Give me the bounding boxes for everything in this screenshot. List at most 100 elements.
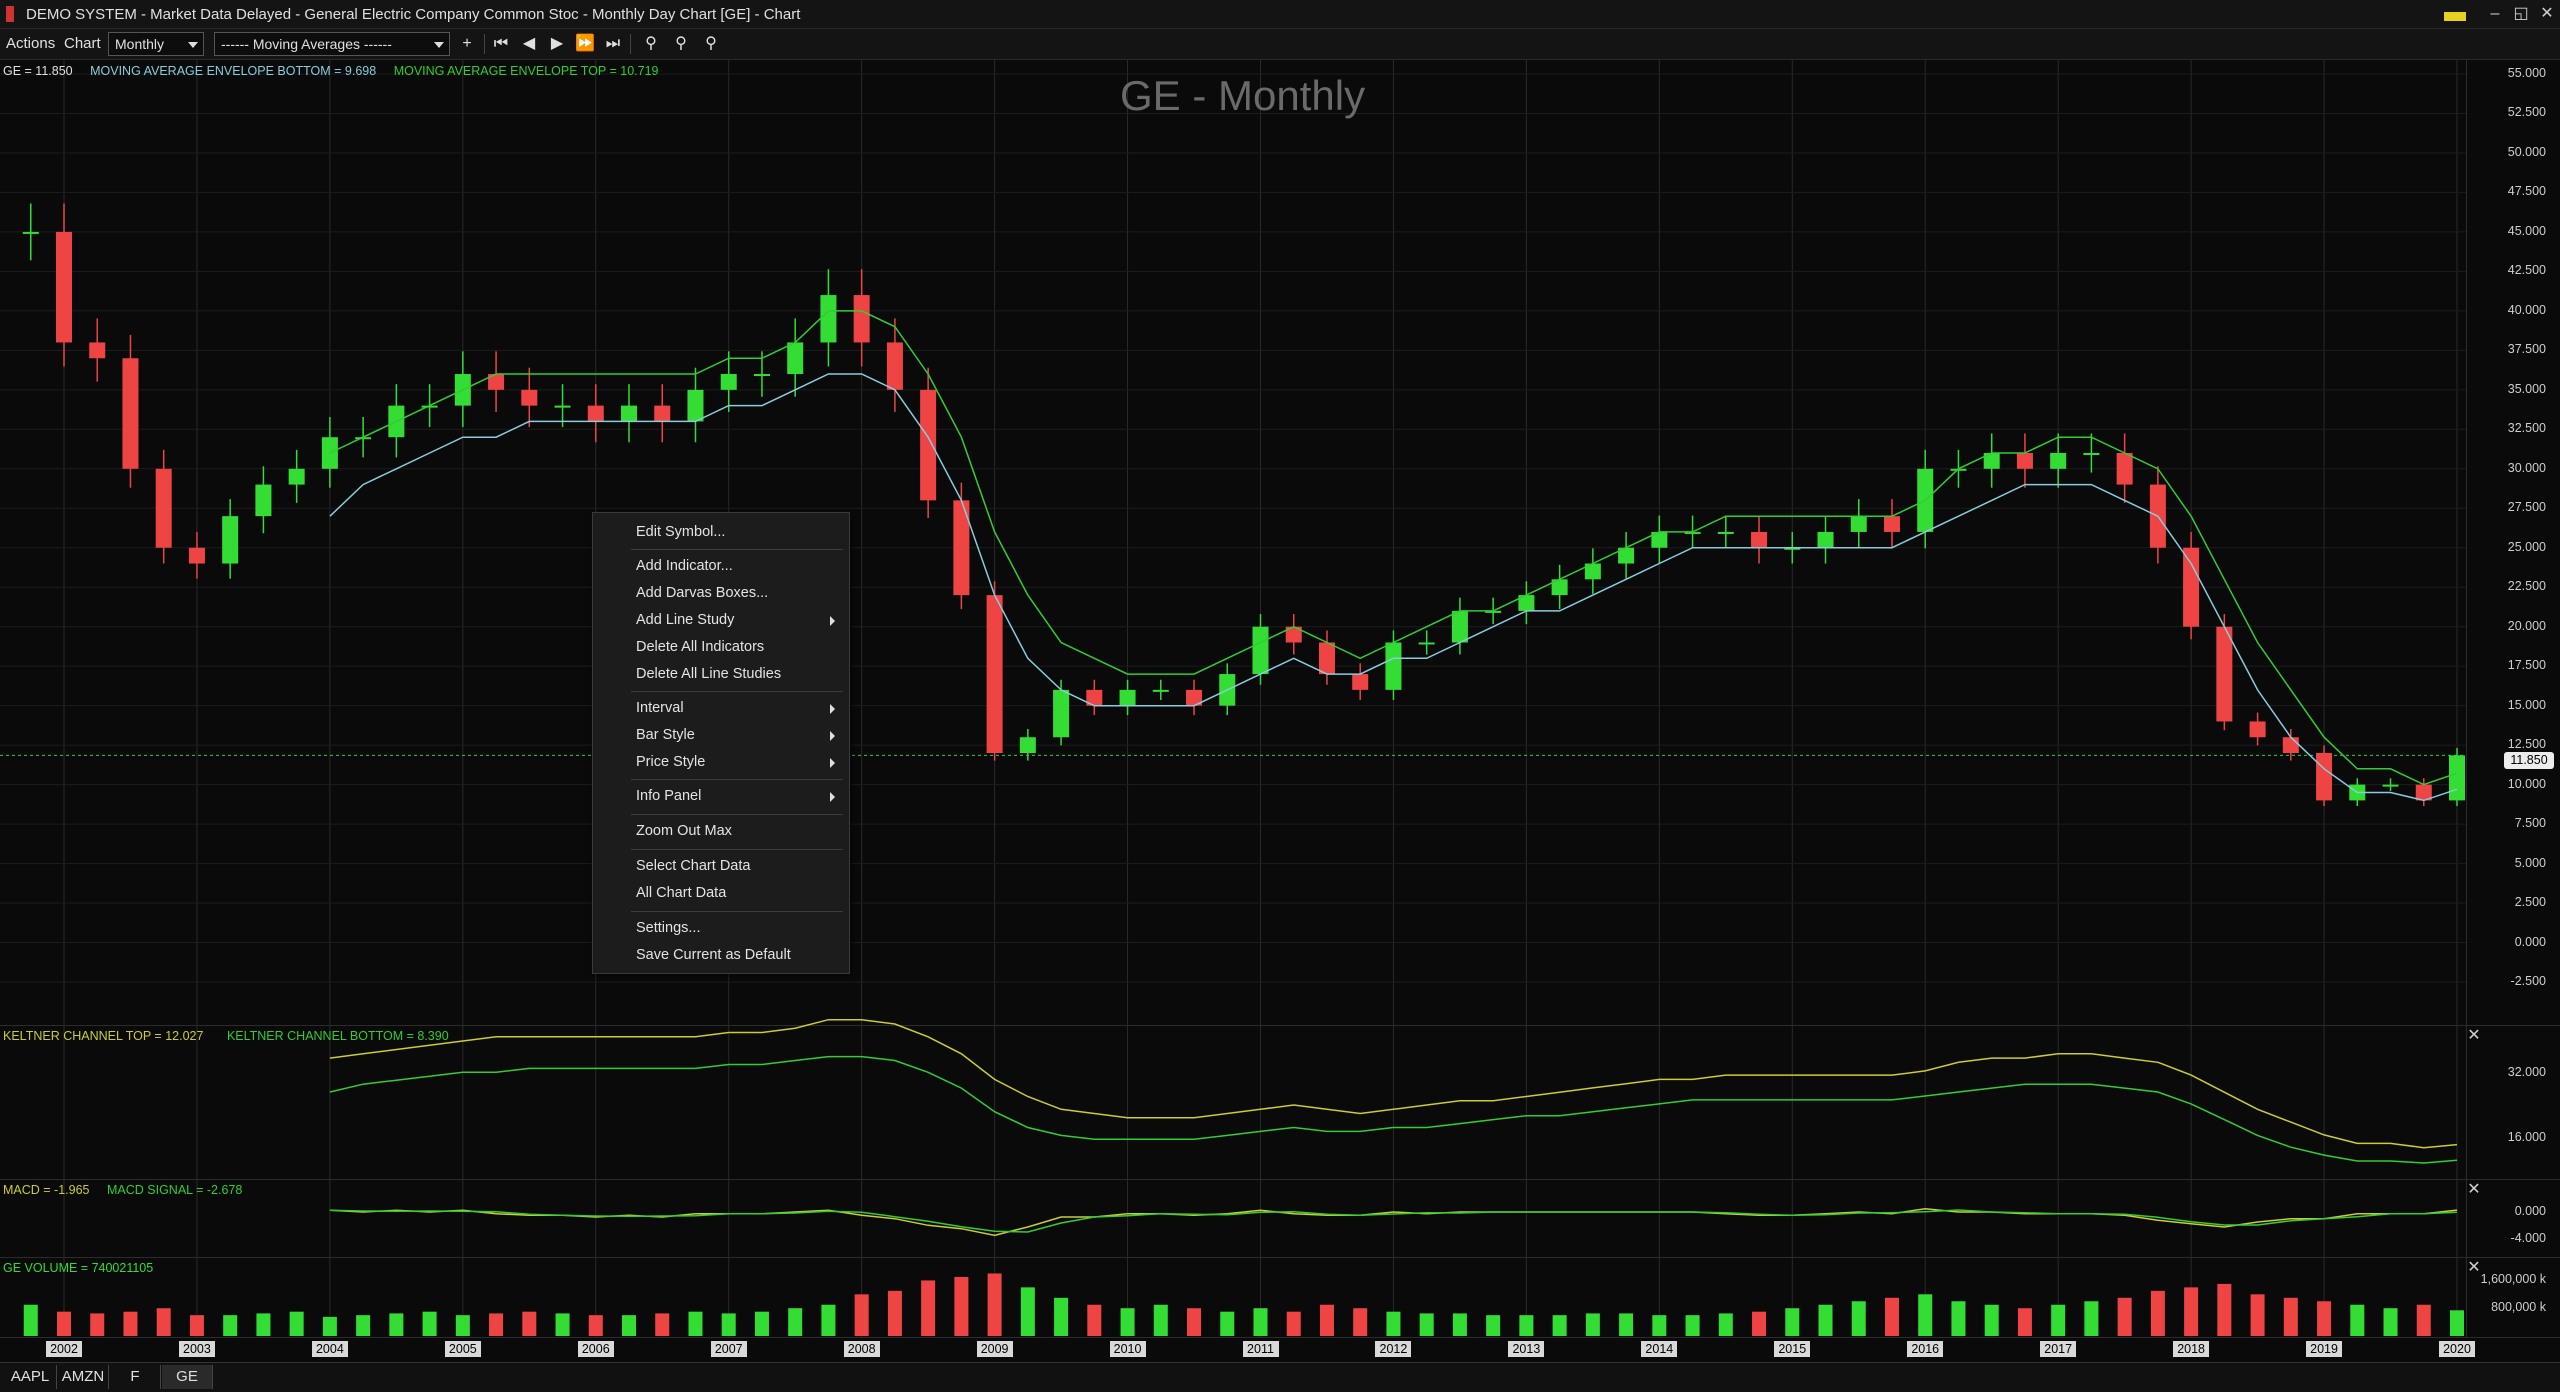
tab-aapl[interactable]: AAPL bbox=[4, 1365, 57, 1389]
volume-bar bbox=[1286, 1311, 1301, 1336]
menu-item-label: Price Style bbox=[636, 754, 706, 770]
volume-bar bbox=[1187, 1308, 1202, 1336]
menu-select-chart-data[interactable]: Select Chart Data bbox=[593, 853, 849, 880]
volume-bar bbox=[2184, 1287, 2199, 1336]
candle-body bbox=[288, 468, 305, 485]
candle-body bbox=[2116, 452, 2133, 485]
keltner-bottom-line bbox=[329, 1055, 2458, 1164]
axis-tick-label: 27.500 bbox=[2507, 500, 2546, 515]
envelope-bottom-line bbox=[329, 373, 2458, 802]
volume-bar bbox=[1552, 1315, 1567, 1336]
candle-body bbox=[1318, 642, 1335, 675]
menu-chart[interactable]: Chart bbox=[64, 35, 101, 52]
volume-bar bbox=[821, 1304, 836, 1336]
volume-bar bbox=[489, 1313, 504, 1336]
menu-actions[interactable]: Actions bbox=[6, 35, 56, 52]
legend-envelope-bottom: MOVING AVERAGE ENVELOPE BOTTOM = 9.698 bbox=[90, 64, 377, 78]
toolbar-separator bbox=[630, 34, 631, 54]
legend-symbol: GE = 11.850 bbox=[3, 64, 73, 78]
volume-bar bbox=[622, 1315, 637, 1336]
context-menu: Edit Symbol... Add Indicator... Add Darv… bbox=[592, 512, 850, 974]
axis-tick-label: -2.500 bbox=[2510, 974, 2546, 988]
candle-body bbox=[753, 374, 770, 377]
volume-bar bbox=[754, 1311, 769, 1336]
candle-body bbox=[587, 405, 604, 422]
close-volume-panel-icon[interactable]: ✕ bbox=[2467, 1259, 2481, 1276]
menu-item-label: Edit Symbol... bbox=[636, 524, 726, 540]
tab-ge[interactable]: GE bbox=[162, 1365, 213, 1389]
minimize-button[interactable]: – bbox=[2490, 5, 2500, 22]
menu-price-style[interactable]: Price Style bbox=[593, 749, 849, 776]
year-tick-label: 2018 bbox=[2173, 1341, 2210, 1357]
toolbar-separator bbox=[484, 34, 485, 54]
candle-body bbox=[2249, 721, 2266, 738]
close-macd-panel-icon[interactable]: ✕ bbox=[2467, 1181, 2481, 1198]
axis-tick-label: 15.000 bbox=[2507, 697, 2546, 712]
menu-add-indicator[interactable]: Add Indicator... bbox=[593, 553, 849, 580]
interval-select[interactable]: Monthly bbox=[108, 32, 204, 56]
zoom-icon[interactable]: ⚲ bbox=[645, 35, 657, 52]
year-tick-label: 2007 bbox=[710, 1341, 747, 1357]
menu-add-darvas-boxes[interactable]: Add Darvas Boxes... bbox=[593, 580, 849, 607]
menu-delete-all-indicators[interactable]: Delete All Indicators bbox=[593, 634, 849, 661]
axis-tick-label: 0.000 bbox=[2514, 1204, 2546, 1218]
zoom-in-icon[interactable]: ⚲ bbox=[675, 35, 687, 52]
candle-body bbox=[787, 342, 804, 375]
volume-bar bbox=[156, 1308, 171, 1336]
candle-body bbox=[986, 595, 1003, 754]
menu-save-current-as-default[interactable]: Save Current as Default bbox=[593, 942, 849, 969]
first-page-icon[interactable]: ⏮ bbox=[493, 35, 509, 52]
toolbar: Actions Chart Monthly ------ Moving Aver… bbox=[0, 29, 2560, 60]
close-window-button[interactable]: ✕ bbox=[2540, 5, 2554, 22]
macd-signal-line bbox=[329, 1209, 2458, 1233]
volume-bar bbox=[1253, 1308, 1268, 1336]
volume-bar bbox=[1020, 1287, 1035, 1336]
candle-body bbox=[1086, 689, 1103, 706]
candle-body bbox=[1451, 610, 1468, 643]
menu-item-label: Add Darvas Boxes... bbox=[636, 585, 769, 601]
candle-body bbox=[1551, 579, 1568, 596]
close-keltner-panel-icon[interactable]: ✕ bbox=[2467, 1027, 2481, 1044]
candle-body bbox=[2216, 626, 2233, 722]
menu-edit-symbol[interactable]: Edit Symbol... bbox=[593, 519, 849, 546]
menu-bar-style[interactable]: Bar Style bbox=[593, 722, 849, 749]
menu-delete-all-line-studies[interactable]: Delete All Line Studies bbox=[593, 661, 849, 688]
step-forward-icon[interactable]: ▶ bbox=[550, 35, 564, 52]
candle-body bbox=[687, 389, 704, 422]
candle-body bbox=[89, 342, 106, 359]
crosshair-icon[interactable]: + bbox=[462, 35, 472, 52]
last-page-icon[interactable]: ⏭ bbox=[605, 35, 621, 52]
menu-add-line-study[interactable]: Add Line Study bbox=[593, 607, 849, 634]
volume-bar bbox=[1419, 1313, 1434, 1336]
volume-bar bbox=[788, 1308, 803, 1336]
candle-body bbox=[1119, 689, 1136, 706]
restore-button[interactable]: ◱ bbox=[2513, 5, 2529, 22]
menu-all-chart-data[interactable]: All Chart Data bbox=[593, 880, 849, 907]
volume-bar bbox=[1452, 1313, 1467, 1336]
menu-settings[interactable]: Settings... bbox=[593, 915, 849, 942]
candle-body bbox=[2183, 547, 2200, 627]
menu-info-panel[interactable]: Info Panel bbox=[593, 783, 849, 810]
menu-interval[interactable]: Interval bbox=[593, 695, 849, 722]
year-tick-label: 2005 bbox=[444, 1341, 481, 1357]
study-select[interactable]: ------ Moving Averages ------ bbox=[214, 32, 450, 56]
tab-f[interactable]: F bbox=[110, 1365, 161, 1389]
legend-macd: MACD = -1.965 bbox=[3, 1183, 90, 1197]
menu-separator bbox=[631, 549, 843, 550]
candle-body bbox=[1983, 452, 2000, 469]
volume-bar bbox=[1319, 1304, 1334, 1336]
menu-zoom-out-max[interactable]: Zoom Out Max bbox=[593, 818, 849, 845]
volume-bar bbox=[887, 1290, 902, 1336]
zoom-out-icon[interactable]: ⚲ bbox=[705, 35, 717, 52]
year-tick-label: 2008 bbox=[843, 1341, 880, 1357]
panel-divider bbox=[0, 1179, 2560, 1180]
volume-bar bbox=[2450, 1310, 2464, 1336]
fast-forward-icon[interactable]: ⏩ bbox=[575, 35, 595, 52]
step-back-icon[interactable]: ◀ bbox=[522, 35, 536, 52]
tab-amzn[interactable]: AMZN bbox=[58, 1365, 109, 1389]
candle-body bbox=[554, 405, 571, 408]
volume-bar bbox=[23, 1304, 38, 1336]
volume-bar bbox=[289, 1311, 304, 1336]
candle-body bbox=[853, 295, 870, 343]
